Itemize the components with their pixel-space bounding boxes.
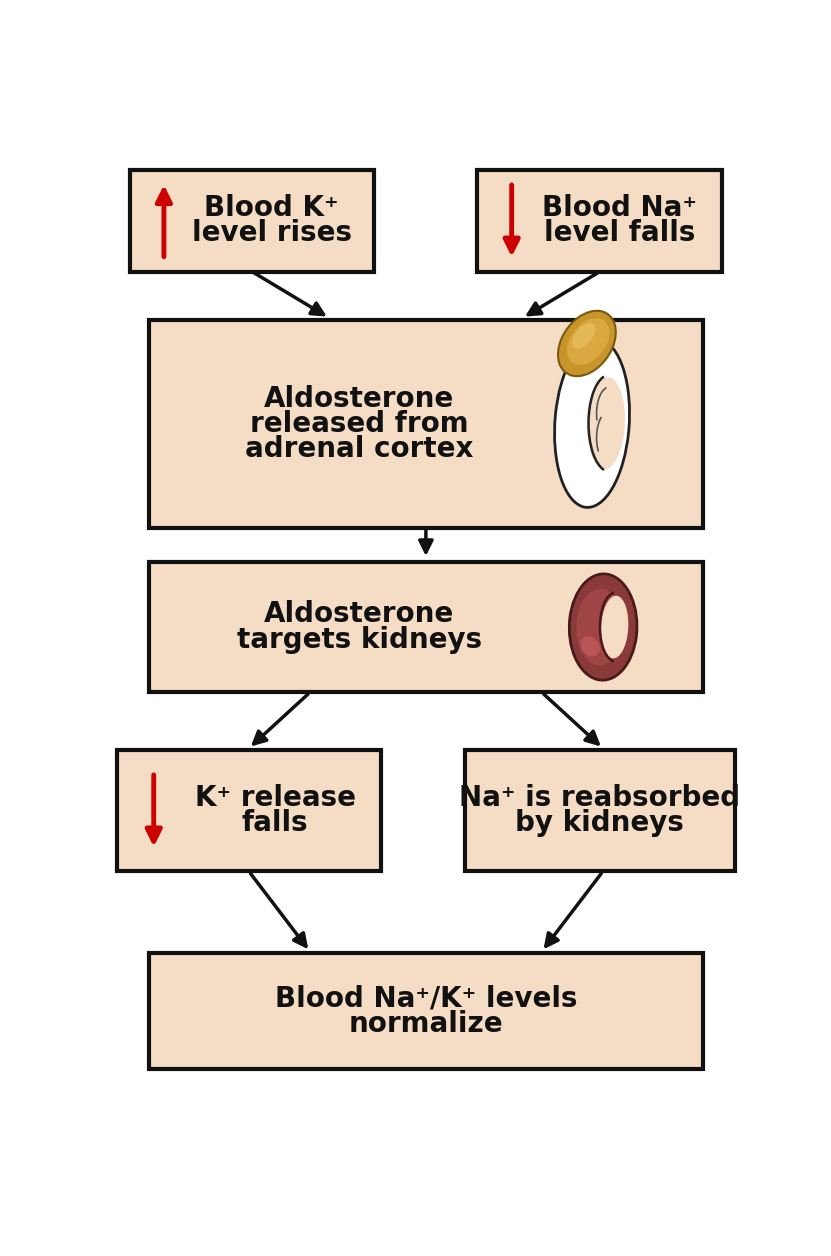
Text: targets kidneys: targets kidneys <box>237 625 482 653</box>
Ellipse shape <box>581 637 600 657</box>
Text: Blood K⁺: Blood K⁺ <box>204 195 339 222</box>
Ellipse shape <box>576 589 623 666</box>
Ellipse shape <box>588 377 625 468</box>
Text: Na⁺ is reabsorbed: Na⁺ is reabsorbed <box>460 784 740 813</box>
Ellipse shape <box>572 323 595 348</box>
FancyBboxPatch shape <box>130 170 374 271</box>
FancyBboxPatch shape <box>149 561 703 692</box>
Text: level falls: level falls <box>543 220 695 247</box>
Text: Aldosterone: Aldosterone <box>264 384 455 413</box>
FancyBboxPatch shape <box>116 750 381 872</box>
Text: falls: falls <box>242 809 308 838</box>
Text: by kidneys: by kidneys <box>515 809 684 838</box>
Ellipse shape <box>554 339 630 507</box>
Text: normalize: normalize <box>348 1010 504 1037</box>
Text: released from: released from <box>250 409 469 438</box>
Text: level rises: level rises <box>192 220 352 247</box>
Ellipse shape <box>601 595 628 658</box>
Text: Aldosterone: Aldosterone <box>264 600 455 628</box>
FancyBboxPatch shape <box>465 750 735 872</box>
Text: Blood Na⁺: Blood Na⁺ <box>542 195 697 222</box>
FancyBboxPatch shape <box>149 953 703 1070</box>
FancyBboxPatch shape <box>477 170 722 271</box>
FancyBboxPatch shape <box>149 320 703 528</box>
Text: Blood Na⁺/K⁺ levels: Blood Na⁺/K⁺ levels <box>274 985 578 1012</box>
Ellipse shape <box>567 318 609 364</box>
Ellipse shape <box>569 574 637 681</box>
Text: adrenal cortex: adrenal cortex <box>245 435 474 463</box>
Ellipse shape <box>558 310 616 376</box>
Text: K⁺ release: K⁺ release <box>194 784 356 813</box>
